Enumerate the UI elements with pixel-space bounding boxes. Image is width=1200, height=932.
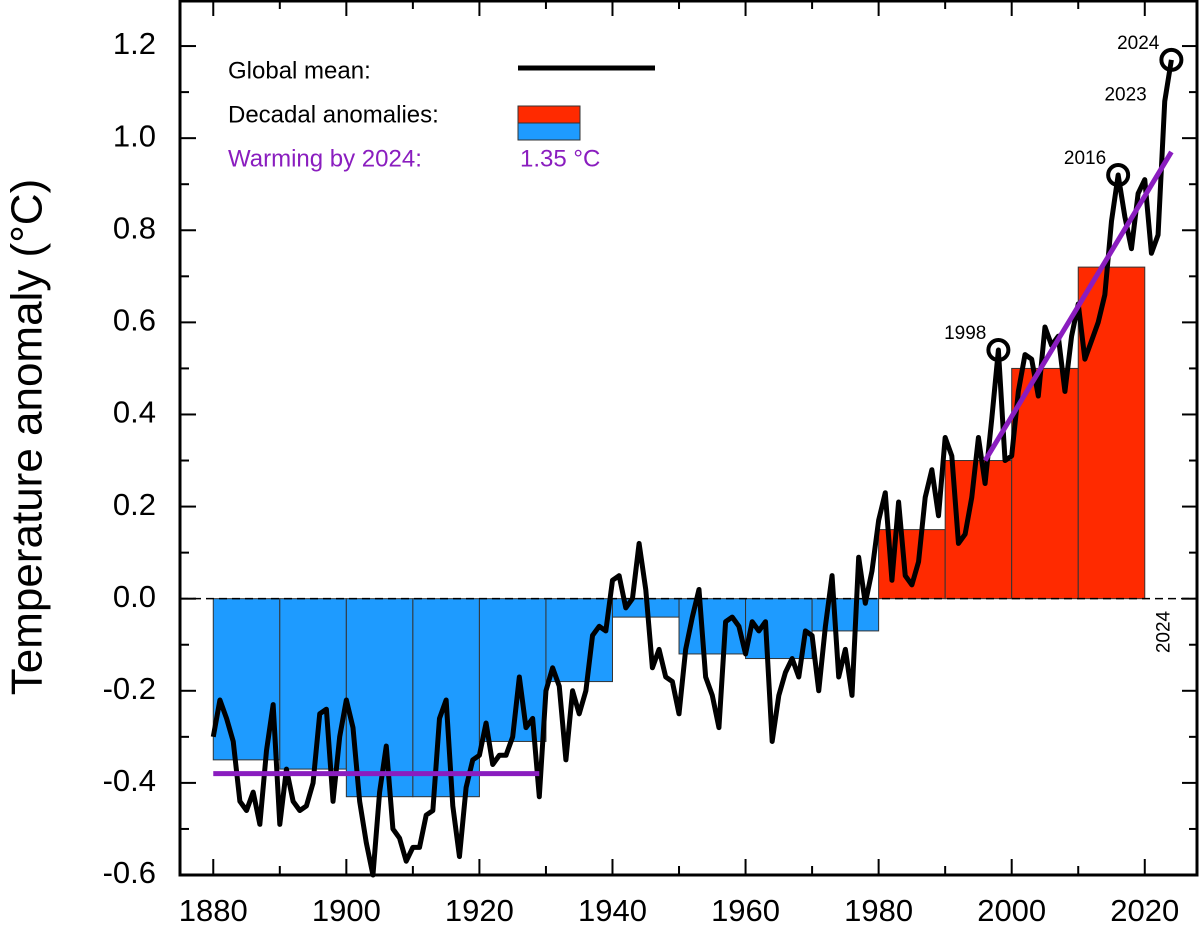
y-tick-label: -0.4 xyxy=(103,763,156,798)
annotation-label: 2024 xyxy=(1117,33,1160,54)
x-tick-label: 2000 xyxy=(977,893,1046,928)
annotation-label: 2016 xyxy=(1064,148,1106,169)
y-tick-label: 0.6 xyxy=(113,303,156,338)
y-axis-label: Temperature anomaly (°C) xyxy=(3,179,52,695)
plot-frame xyxy=(178,0,1199,877)
legend-swatch xyxy=(517,122,581,141)
y-tick-label: -0.2 xyxy=(103,671,156,706)
decadal-bar xyxy=(1011,367,1079,600)
y-tick-label: 0.2 xyxy=(113,487,156,522)
legend-value: 1.35 °C xyxy=(520,145,600,172)
decadal-bar xyxy=(545,598,613,683)
highlight-circle xyxy=(986,338,1011,362)
x-tick-label: 1960 xyxy=(711,893,780,928)
x-tick-label: 1880 xyxy=(179,893,248,928)
x-tick-label: 1920 xyxy=(445,893,514,928)
y-tick-label: 1.0 xyxy=(113,118,156,153)
decadal-bar xyxy=(279,598,347,770)
y-tick-label: 0.0 xyxy=(113,579,156,614)
x-tick-label: 1940 xyxy=(578,893,647,928)
trend-line xyxy=(982,150,1174,462)
vertical-label: 2024 xyxy=(1154,610,1175,653)
highlight-circle xyxy=(1159,47,1184,72)
y-tick-label: 0.4 xyxy=(113,395,156,430)
decadal-bar xyxy=(1077,266,1146,600)
x-tick-label: 2020 xyxy=(1110,893,1179,928)
x-tick-label: 1900 xyxy=(312,893,381,928)
x-tick-label: 1980 xyxy=(844,893,913,928)
highlight-circle xyxy=(1106,163,1131,187)
y-tick-label: 0.8 xyxy=(113,210,156,245)
annotation-label: 2023 xyxy=(1104,84,1146,105)
legend-label: Global mean: xyxy=(228,57,371,84)
y-tick-label: 1.2 xyxy=(113,26,156,61)
decadal-bar xyxy=(811,598,880,632)
y-tick-label: -0.6 xyxy=(103,855,156,890)
legend-label: Decadal anomalies: xyxy=(228,101,439,128)
legend-label: Warming by 2024: xyxy=(228,145,422,172)
legend-swatch xyxy=(517,105,581,124)
annotation-label: 1998 xyxy=(944,323,986,344)
